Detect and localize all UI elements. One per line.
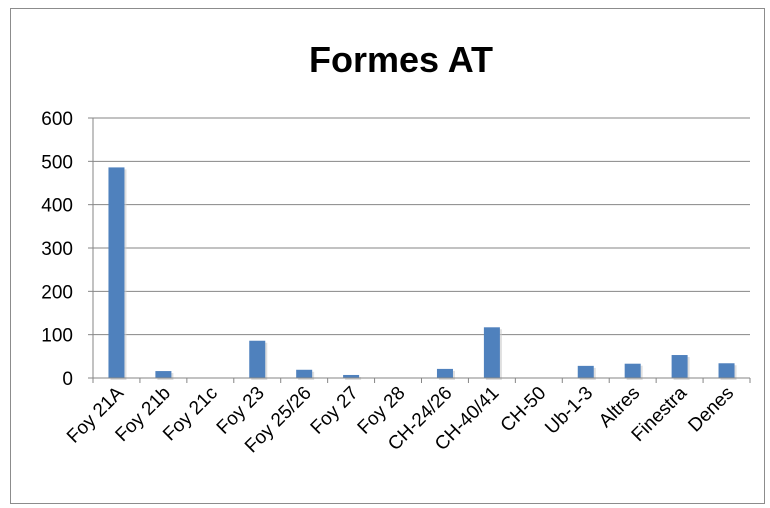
y-tick-label: 0 (62, 369, 73, 390)
bar (108, 167, 125, 378)
gridlines (93, 117, 750, 336)
bar (671, 355, 688, 378)
y-tick-label: 300 (41, 239, 73, 260)
bar (718, 363, 735, 378)
bar (483, 327, 500, 378)
chart-title: Formes AT (309, 39, 493, 80)
y-tick-label: 100 (41, 326, 73, 347)
x-tick-label: CH-50 (497, 383, 551, 437)
y-tick-label: 400 (41, 196, 73, 217)
bar (155, 371, 172, 378)
bars (108, 167, 737, 380)
bar (624, 363, 641, 378)
bar (249, 340, 266, 378)
y-tick-label: 600 (41, 109, 73, 130)
y-tick-label: 500 (41, 152, 73, 173)
axes (92, 118, 750, 379)
x-tick-label: Denes (684, 383, 738, 437)
x-tick-label: Foy 27 (307, 383, 363, 439)
bar (436, 368, 453, 378)
y-axis-ticks: 0 100 200 300 400 500 600 (41, 109, 93, 390)
bar (296, 369, 313, 378)
y-tick-label: 200 (41, 282, 73, 303)
chart-frame (10, 8, 765, 504)
bar (577, 365, 594, 378)
bar (343, 374, 360, 378)
x-tick-label: Ub-1-3 (541, 383, 597, 439)
